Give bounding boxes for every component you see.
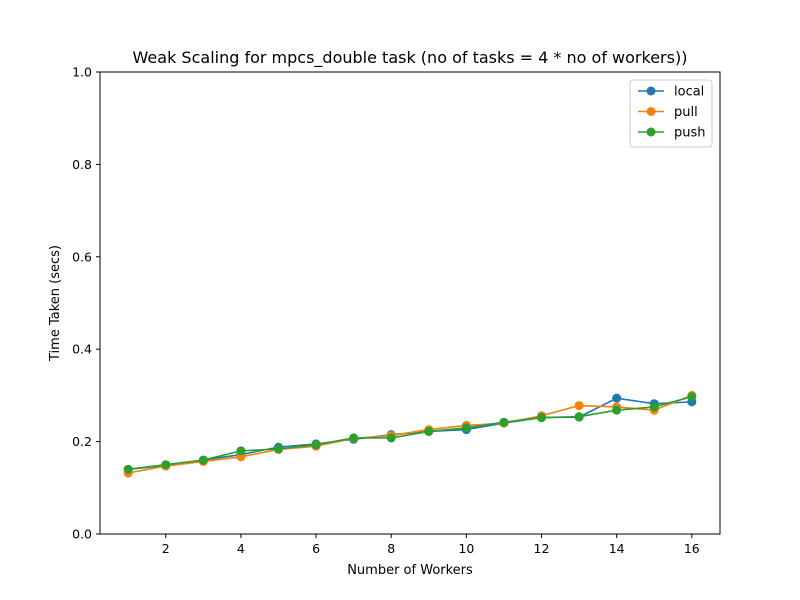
y-axis-label: Time Taken (secs) bbox=[48, 245, 63, 362]
x-axis: 2 4 6 8 10 12 14 16 bbox=[162, 534, 700, 556]
y-tick-label: 0.6 bbox=[72, 249, 92, 264]
x-tick-label: 6 bbox=[312, 541, 320, 556]
series-push bbox=[123, 392, 697, 474]
data-point-push bbox=[311, 440, 321, 450]
data-point-push bbox=[612, 405, 622, 415]
x-tick-label: 4 bbox=[237, 541, 245, 556]
data-point-push bbox=[123, 464, 133, 474]
x-axis-label: Number of Workers bbox=[347, 563, 473, 578]
data-point-push bbox=[273, 444, 283, 454]
data-point-push bbox=[161, 460, 171, 470]
y-tick-label: 0.2 bbox=[72, 434, 92, 449]
x-tick-label: 2 bbox=[162, 541, 170, 556]
series-line-pull bbox=[128, 394, 693, 474]
legend-item-pull: pull bbox=[638, 105, 698, 120]
data-point-push bbox=[461, 423, 471, 433]
data-point-pull bbox=[574, 401, 584, 411]
x-tick-label: 10 bbox=[458, 541, 474, 556]
y-tick-label: 1.0 bbox=[72, 65, 92, 80]
y-tick-label: 0.8 bbox=[72, 157, 92, 172]
legend-item-push: push bbox=[638, 126, 706, 141]
legend-marker-local bbox=[646, 86, 656, 96]
y-tick-label: 0.0 bbox=[72, 527, 92, 542]
data-point-push bbox=[236, 446, 246, 456]
data-point-local bbox=[612, 393, 622, 403]
data-point-push bbox=[537, 413, 547, 423]
x-tick-label: 16 bbox=[684, 541, 700, 556]
x-tick-label: 14 bbox=[609, 541, 625, 556]
legend-item-local: local bbox=[638, 85, 704, 100]
y-axis: 0.0 0.2 0.4 0.6 0.8 1.0 bbox=[72, 65, 100, 542]
chart-title: Weak Scaling for mpcs_double task (no of… bbox=[133, 48, 688, 68]
legend-label-push: push bbox=[674, 126, 706, 141]
legend-marker-pull bbox=[646, 107, 656, 116]
data-point-push bbox=[198, 455, 208, 465]
plot-area bbox=[99, 71, 721, 535]
data-point-push bbox=[499, 417, 509, 427]
legend: local pull push bbox=[629, 79, 713, 148]
legend-label-local: local bbox=[674, 85, 704, 100]
legend-label-pull: pull bbox=[674, 105, 698, 120]
x-tick-label: 8 bbox=[387, 541, 395, 556]
y-tick-label: 0.4 bbox=[72, 342, 92, 357]
legend-marker-push bbox=[646, 127, 656, 137]
plot-frame bbox=[99, 71, 721, 535]
data-point-push bbox=[386, 433, 396, 443]
data-point-push bbox=[424, 426, 434, 436]
series-layer bbox=[123, 390, 697, 478]
data-point-push bbox=[649, 402, 659, 412]
data-point-push bbox=[687, 392, 697, 402]
data-point-push bbox=[349, 433, 359, 443]
data-point-push bbox=[574, 412, 584, 422]
x-tick-label: 12 bbox=[534, 541, 550, 556]
series-line-push bbox=[128, 396, 693, 471]
